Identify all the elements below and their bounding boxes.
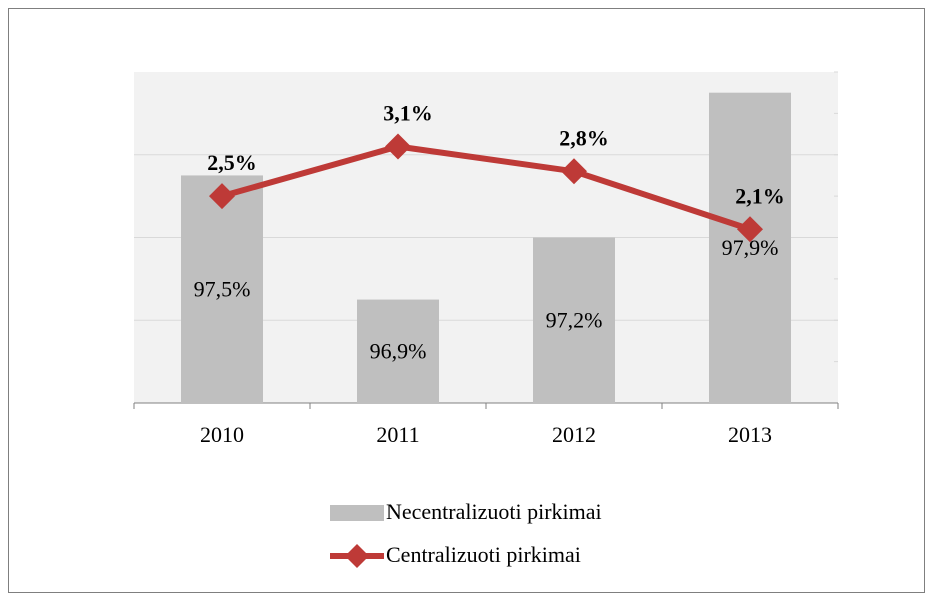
bar-value-label: 97,2% xyxy=(546,307,603,332)
x-tick-label: 2012 xyxy=(552,422,596,447)
bar xyxy=(181,175,263,403)
line-marker xyxy=(561,158,587,185)
legend-label: Centralizuoti pirkimai xyxy=(386,542,581,567)
bar xyxy=(357,299,439,403)
line-value-label: 2,5% xyxy=(207,150,257,175)
bar-value-label: 97,9% xyxy=(722,235,779,260)
line-value-label: 2,1% xyxy=(735,183,785,208)
x-tick-label: 2011 xyxy=(376,422,419,447)
line-marker xyxy=(385,133,411,160)
legend-label: Necentralizuoti pirkimai xyxy=(386,499,602,524)
bar xyxy=(709,92,791,403)
legend-marker xyxy=(345,544,369,568)
bar-value-label: 96,9% xyxy=(370,338,427,363)
x-tick-label: 2010 xyxy=(200,422,244,447)
x-tick-label: 2013 xyxy=(728,422,772,447)
line-value-label: 2,8% xyxy=(559,125,609,150)
line-marker xyxy=(737,216,763,243)
bar xyxy=(533,237,615,403)
legend-swatch xyxy=(330,505,384,521)
bar-value-label: 97,5% xyxy=(194,276,251,301)
line xyxy=(221,143,751,233)
line-marker xyxy=(209,183,235,210)
line-value-label: 3,1% xyxy=(383,101,433,126)
